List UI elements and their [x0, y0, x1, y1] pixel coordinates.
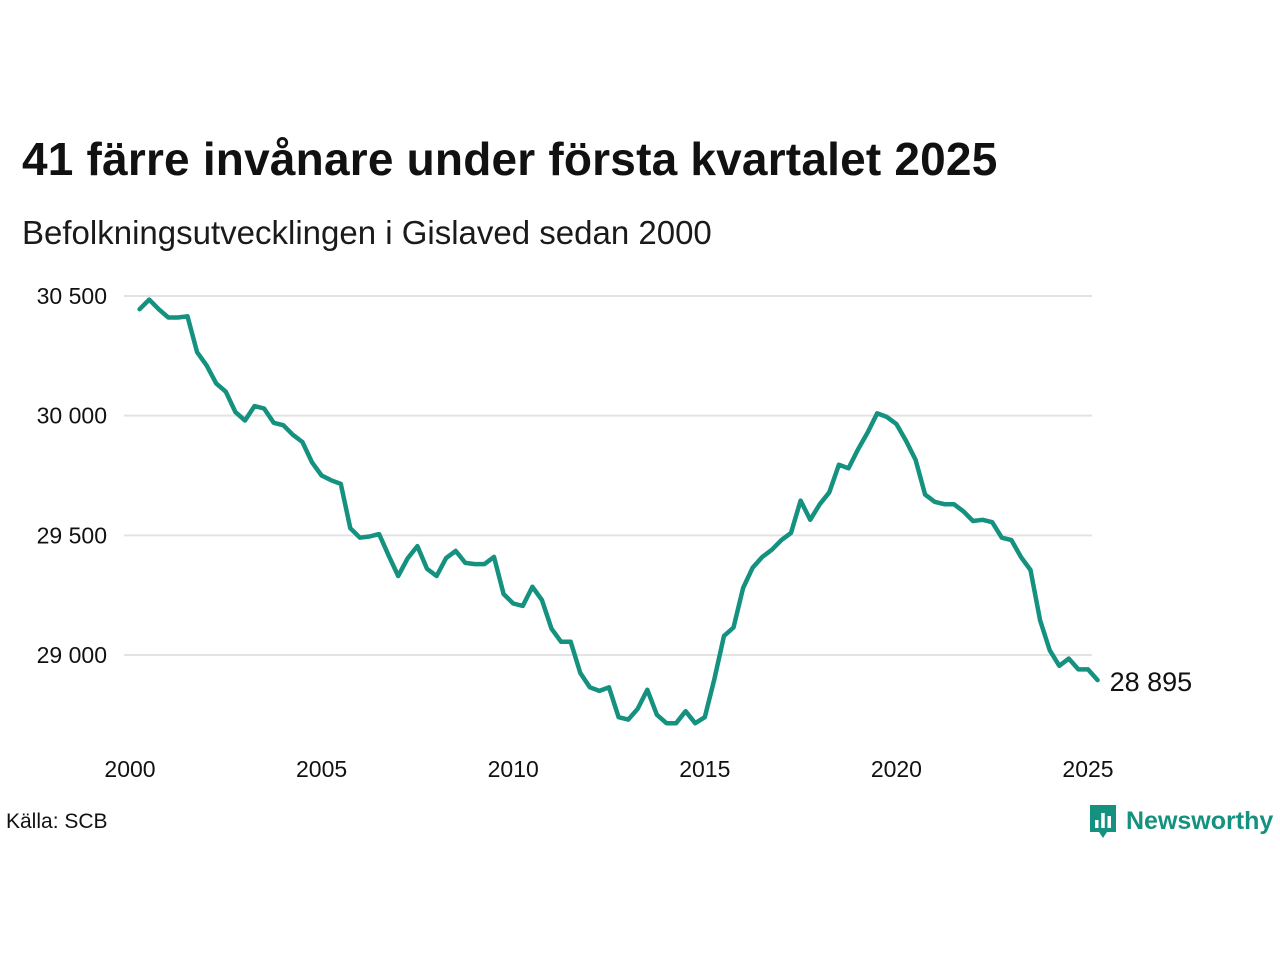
x-tick-label: 2000 — [104, 756, 155, 782]
bar-chart-speech-bubble-icon — [1090, 805, 1116, 838]
y-tick-label: 30 500 — [37, 283, 107, 309]
chart-title: 41 färre invånare under första kvartalet… — [22, 133, 998, 185]
y-tick-label: 29 500 — [37, 522, 107, 548]
x-axis-tick-labels: 2000 2005 2010 2015 2020 2025 — [104, 756, 1113, 782]
x-tick-label: 2010 — [488, 756, 539, 782]
x-tick-label: 2020 — [871, 756, 922, 782]
end-value-label: 28 895 — [1110, 667, 1193, 697]
source-note: Källa: SCB — [6, 810, 108, 833]
y-tick-label: 30 000 — [37, 403, 107, 429]
brand: Newsworthy — [1088, 802, 1273, 840]
y-axis-tick-labels: 29 000 29 500 30 000 30 500 — [37, 283, 107, 668]
brand-name: Newsworthy — [1126, 806, 1274, 835]
series-layer — [137, 297, 1100, 726]
chart-subtitle: Befolkningsutvecklingen i Gislaved sedan… — [22, 214, 712, 251]
data-labels: 28 895 — [1110, 667, 1193, 697]
series-line — [137, 297, 1100, 726]
gridlines — [124, 295, 1092, 656]
x-tick-label: 2025 — [1062, 756, 1113, 782]
x-tick-label: 2015 — [679, 756, 730, 782]
x-tick-label: 2005 — [296, 756, 347, 782]
y-tick-label: 29 000 — [37, 642, 107, 668]
